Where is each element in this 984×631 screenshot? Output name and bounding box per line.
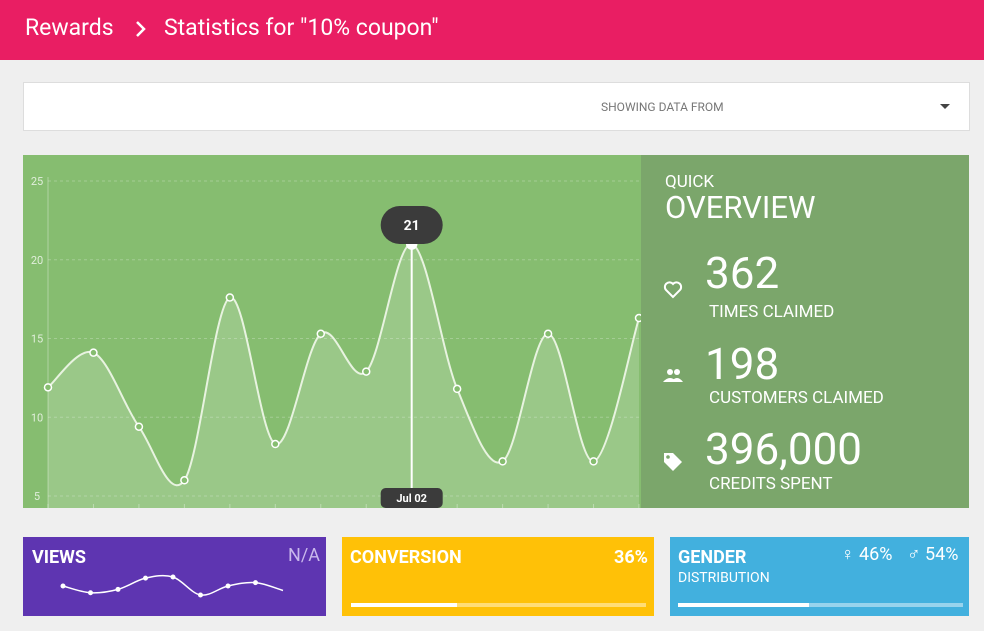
views-card: VIEWS N/A <box>23 537 326 616</box>
y-tick-label: 25 <box>31 175 43 188</box>
header: Rewards Statistics for "10% coupon" <box>0 0 984 60</box>
point <box>180 476 189 485</box>
y-tick-label: 15 <box>31 333 43 346</box>
y-tick-label: 5 <box>34 490 40 503</box>
tag-icon <box>664 453 682 471</box>
card-value: N/A <box>287 545 320 566</box>
x-label-box <box>380 488 443 508</box>
card-value: 36% <box>614 547 648 568</box>
date-filter[interactable]: SHOWING DATA FROM <box>23 82 970 131</box>
point <box>89 348 98 357</box>
stat-label: TIMES CLAIMED <box>709 302 835 322</box>
area <box>48 243 639 508</box>
point <box>43 383 53 392</box>
heart-icon <box>663 281 683 299</box>
point <box>134 422 144 431</box>
progress-fill <box>678 603 810 607</box>
sparkline-point <box>253 580 258 586</box>
dropdown-arrow <box>940 104 950 109</box>
tooltip <box>380 205 443 244</box>
female-share: ♀ 46% <box>841 544 893 565</box>
card-title: VIEWS <box>32 547 86 568</box>
card-title: GENDER <box>678 547 747 568</box>
sparkline-point <box>143 575 148 581</box>
gender-card: GENDER DISTRIBUTION ♀ 46% ♂ 54% <box>670 537 969 616</box>
point <box>316 329 326 339</box>
sparkline-point <box>60 583 66 589</box>
stat-label: CUSTOMERS CLAIMED <box>709 388 884 408</box>
card-subtitle: DISTRIBUTION <box>678 570 770 586</box>
point <box>361 367 371 376</box>
quick-overview: QUICK OVERVIEW 362 TIMES CLAIMED 198 CUS… <box>641 155 969 508</box>
sparkline-point <box>225 583 231 589</box>
progress-track <box>678 603 963 607</box>
plot-background <box>23 155 641 508</box>
chevron <box>136 21 146 37</box>
y-tick-label: 10 <box>31 411 43 424</box>
sparkline <box>60 574 284 598</box>
stat-value: 362 <box>705 247 780 299</box>
filter-label: SHOWING DATA FROM <box>601 100 724 114</box>
breadcrumb[interactable]: Rewards <box>25 14 114 41</box>
progress-track <box>351 603 646 607</box>
card-title: CONVERSION <box>350 547 462 568</box>
point <box>271 439 280 449</box>
overview-title: OVERVIEW <box>665 189 816 226</box>
point <box>452 384 462 394</box>
stat-label: CREDITS SPENT <box>709 474 833 494</box>
overview-kicker: QUICK <box>665 172 715 192</box>
chart: 5 10 15 20 25 21 Jul 02 <box>23 155 641 508</box>
point <box>225 293 235 302</box>
stat-value: 198 <box>705 338 780 390</box>
people-icon <box>663 369 683 382</box>
sparkline-point <box>88 590 93 596</box>
stat-value: 396,000 <box>705 423 863 475</box>
sparkline-point <box>198 592 203 598</box>
male-share: ♂ 54% <box>907 544 959 565</box>
point <box>634 313 641 323</box>
x-tick-label: Jul 02 <box>396 492 427 505</box>
point <box>498 457 507 466</box>
conversion-card: CONVERSION 36% <box>342 537 654 616</box>
sparkline-point <box>170 574 176 580</box>
y-tick-label: 20 <box>31 254 43 267</box>
tooltip-value: 21 <box>404 218 420 234</box>
progress-fill <box>351 603 458 607</box>
sparkline-point <box>115 586 121 592</box>
point <box>589 457 598 466</box>
point <box>543 329 553 339</box>
page-title: Statistics for "10% coupon" <box>164 14 439 41</box>
